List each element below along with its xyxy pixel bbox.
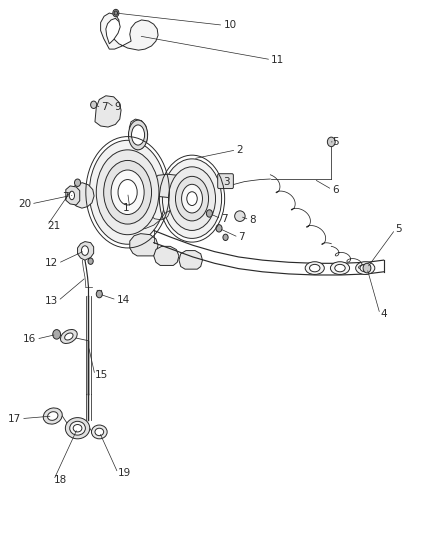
Text: 21: 21 <box>47 221 60 231</box>
Ellipse shape <box>65 333 73 340</box>
Ellipse shape <box>95 428 104 435</box>
Ellipse shape <box>43 408 62 424</box>
Circle shape <box>53 329 60 339</box>
Ellipse shape <box>305 262 324 274</box>
Text: 12: 12 <box>45 259 58 268</box>
Polygon shape <box>151 174 186 198</box>
Ellipse shape <box>48 411 58 421</box>
Polygon shape <box>129 119 148 150</box>
Text: 5: 5 <box>332 137 339 147</box>
Text: 17: 17 <box>8 414 21 424</box>
Ellipse shape <box>176 176 208 221</box>
Circle shape <box>223 234 228 240</box>
Text: 1: 1 <box>123 203 130 213</box>
Text: 20: 20 <box>18 199 31 209</box>
Text: 6: 6 <box>332 184 339 195</box>
Ellipse shape <box>235 211 245 221</box>
Ellipse shape <box>360 264 371 272</box>
Ellipse shape <box>104 160 152 224</box>
Polygon shape <box>107 196 170 230</box>
Circle shape <box>206 210 212 217</box>
Text: 7: 7 <box>62 191 69 201</box>
Text: 16: 16 <box>23 334 36 344</box>
Text: 5: 5 <box>395 224 402 235</box>
Text: 19: 19 <box>118 469 131 478</box>
Ellipse shape <box>162 159 222 238</box>
Ellipse shape <box>335 264 345 272</box>
Circle shape <box>216 224 222 232</box>
Ellipse shape <box>330 262 350 274</box>
Polygon shape <box>101 13 158 50</box>
Text: 3: 3 <box>223 176 230 187</box>
Text: 7: 7 <box>239 232 245 243</box>
FancyBboxPatch shape <box>218 174 233 189</box>
Polygon shape <box>130 233 158 256</box>
Text: 15: 15 <box>95 370 108 380</box>
Text: 9: 9 <box>115 102 121 112</box>
Text: 4: 4 <box>380 309 387 319</box>
Ellipse shape <box>169 167 215 230</box>
Polygon shape <box>78 241 94 260</box>
Ellipse shape <box>356 262 375 274</box>
Ellipse shape <box>65 418 90 439</box>
Text: 7: 7 <box>221 214 228 224</box>
Circle shape <box>114 11 117 15</box>
Text: 8: 8 <box>250 215 256 225</box>
Text: 18: 18 <box>53 475 67 485</box>
Polygon shape <box>106 18 120 44</box>
Ellipse shape <box>128 120 148 150</box>
Circle shape <box>327 137 335 147</box>
Ellipse shape <box>60 329 77 343</box>
Ellipse shape <box>89 140 166 244</box>
Ellipse shape <box>111 170 144 215</box>
Text: 2: 2 <box>237 145 243 155</box>
Circle shape <box>113 10 119 17</box>
Polygon shape <box>66 186 80 205</box>
Circle shape <box>74 179 81 187</box>
Ellipse shape <box>182 184 202 213</box>
Ellipse shape <box>131 125 145 145</box>
Text: 13: 13 <box>45 296 58 306</box>
Ellipse shape <box>96 150 159 235</box>
Polygon shape <box>70 183 94 208</box>
Ellipse shape <box>73 424 82 432</box>
Ellipse shape <box>92 425 107 439</box>
Text: 11: 11 <box>271 55 284 64</box>
Circle shape <box>96 290 102 298</box>
Polygon shape <box>154 246 179 265</box>
Circle shape <box>363 263 371 273</box>
Text: 10: 10 <box>223 20 237 30</box>
Ellipse shape <box>187 192 197 206</box>
Polygon shape <box>95 96 121 127</box>
Text: 14: 14 <box>117 295 130 305</box>
Circle shape <box>88 258 93 264</box>
Polygon shape <box>179 251 202 269</box>
Ellipse shape <box>81 246 88 255</box>
Circle shape <box>91 101 97 109</box>
Ellipse shape <box>70 421 85 435</box>
Text: 7: 7 <box>102 102 108 112</box>
Ellipse shape <box>69 191 74 200</box>
Ellipse shape <box>118 180 137 205</box>
Ellipse shape <box>310 264 320 272</box>
